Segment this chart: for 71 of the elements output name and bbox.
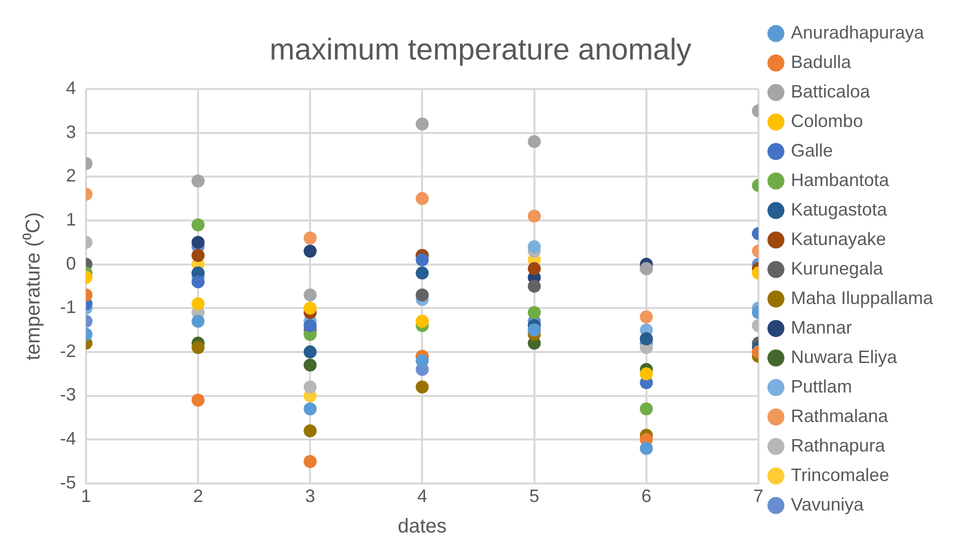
point: [528, 240, 541, 254]
x-tick-label: 2: [193, 486, 204, 506]
point: [416, 192, 429, 206]
x-tick-label: 6: [641, 486, 652, 506]
point: [416, 118, 429, 131]
point: [528, 262, 541, 276]
legend-label: Trincomalee: [790, 464, 890, 485]
legend-label: Anuradhapuraya: [790, 22, 926, 42]
x-tick-label: 4: [417, 486, 428, 506]
point: [416, 253, 429, 266]
point: [192, 275, 205, 288]
legend-label: Katugastota: [790, 199, 888, 220]
x-tick-label: 5: [529, 486, 540, 506]
point: [304, 244, 317, 258]
y-tick-label: -3: [60, 384, 76, 405]
legend-label: Batticaloa: [790, 81, 871, 102]
legend-label: Nuwara Eliya: [790, 346, 898, 367]
y-tick-label: -4: [60, 428, 76, 449]
point: [304, 319, 317, 332]
point: [192, 236, 205, 249]
point: [304, 345, 317, 358]
x-tick-label: 7: [753, 486, 764, 506]
x-tick-label: 3: [305, 486, 316, 506]
legend-label: Maha Iluppallama: [790, 288, 934, 308]
point: [192, 341, 205, 354]
point: [416, 380, 429, 394]
legend-label: Galle: [790, 140, 833, 160]
x-tick-label: 1: [80, 486, 92, 506]
point: [304, 288, 317, 302]
legend-label: Puttlam: [790, 376, 852, 396]
point: [192, 174, 205, 188]
legend-label: Rathmalana: [790, 406, 889, 426]
legend-label: Mannar: [790, 317, 852, 338]
point: [304, 402, 317, 416]
y-tick-label: 2: [66, 166, 76, 186]
point: [192, 218, 205, 232]
x-axis-title: dates: [398, 516, 447, 538]
point: [640, 442, 653, 455]
legend-label: Katunayake: [790, 228, 886, 249]
point: [304, 358, 317, 372]
point: [304, 454, 317, 468]
legend-label: Kurunegala: [790, 258, 884, 278]
point: [304, 380, 317, 394]
legend-label: Vavuniya: [790, 494, 865, 514]
legend-label: Rathnapura: [790, 435, 886, 456]
legend-label: Colombo: [790, 110, 863, 131]
y-axis-title: temperature (⁰C): [22, 212, 45, 360]
legend-label: Hambantota: [790, 170, 890, 190]
point: [528, 306, 541, 319]
point: [192, 314, 205, 328]
point: [304, 302, 317, 315]
point: [640, 367, 653, 380]
y-tick-label: -5: [60, 472, 76, 492]
point: [528, 210, 541, 223]
point: [416, 266, 429, 280]
y-tick-label: 4: [66, 78, 76, 98]
y-tick-label: -1: [60, 297, 76, 318]
point: [416, 354, 429, 368]
point: [304, 424, 317, 438]
point: [640, 310, 653, 324]
y-tick-label: 1: [66, 209, 76, 230]
point: [528, 135, 541, 148]
y-tick-label: -2: [60, 340, 76, 361]
y-tick-label: 0: [66, 253, 76, 274]
legend-label: Badulla: [790, 52, 852, 72]
y-tick-label: 3: [66, 122, 76, 142]
chart-title: maximum temperature anomaly: [270, 33, 692, 66]
point: [304, 231, 317, 244]
point: [192, 297, 205, 310]
point: [640, 402, 653, 416]
point: [192, 394, 205, 407]
